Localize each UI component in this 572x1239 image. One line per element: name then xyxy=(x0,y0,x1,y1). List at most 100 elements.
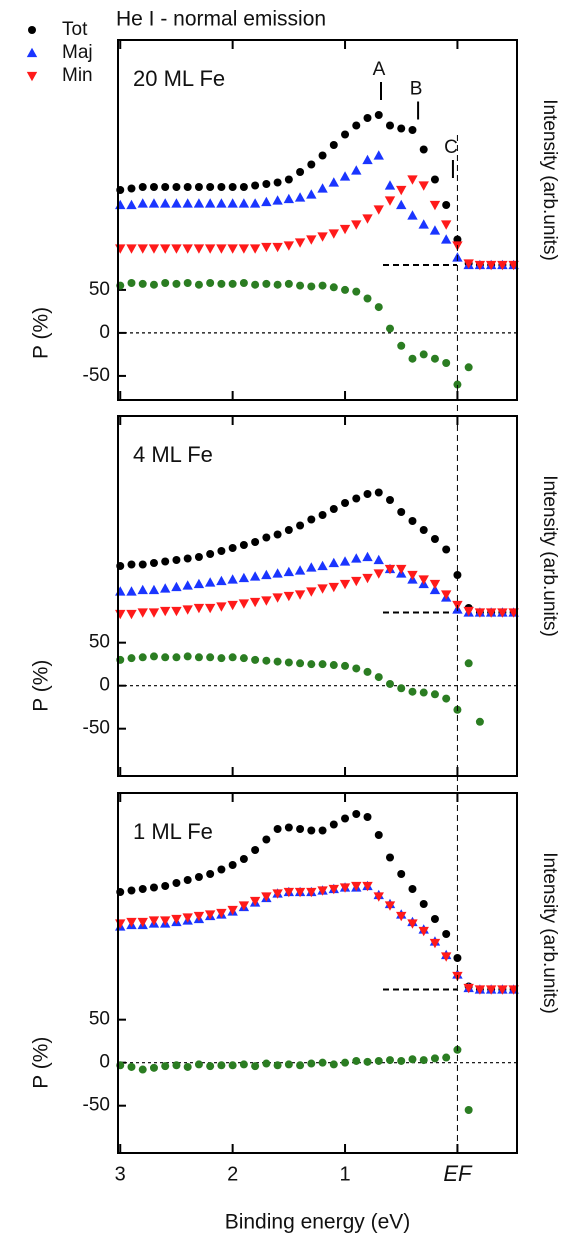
data-point xyxy=(239,183,248,191)
data-point xyxy=(182,198,193,208)
data-point xyxy=(485,260,497,271)
data-point xyxy=(273,825,282,833)
data-point xyxy=(283,887,295,898)
data-point xyxy=(283,241,295,251)
data-point xyxy=(440,590,452,600)
annotation: C xyxy=(444,137,458,158)
data-point xyxy=(194,653,203,662)
data-point xyxy=(148,198,160,208)
data-point xyxy=(329,1060,338,1069)
data-point xyxy=(339,171,351,181)
data-point xyxy=(429,225,441,235)
y-axis-label: P (%) xyxy=(30,660,53,712)
data-point xyxy=(217,865,226,874)
data-point xyxy=(296,659,305,668)
data-point xyxy=(419,900,428,908)
data-point xyxy=(183,279,192,288)
data-point xyxy=(352,494,361,503)
data-point xyxy=(351,881,362,892)
data-point xyxy=(204,910,216,920)
data-point xyxy=(204,198,216,208)
data-point xyxy=(160,916,171,926)
data-point xyxy=(228,183,237,191)
data-point xyxy=(430,535,439,543)
data-point xyxy=(149,559,158,567)
data-point xyxy=(430,1054,439,1063)
data-point xyxy=(183,183,192,191)
y-tick-label: 0 xyxy=(99,1052,110,1073)
data-point xyxy=(329,820,338,829)
data-point xyxy=(397,508,406,516)
data-point xyxy=(272,242,283,253)
data-point xyxy=(407,919,418,929)
data-point xyxy=(374,488,383,497)
data-point xyxy=(126,244,137,254)
data-point xyxy=(273,530,282,539)
data-point xyxy=(318,281,327,290)
data-point xyxy=(317,886,328,896)
data-point xyxy=(160,198,171,208)
y-tick-label: 50 xyxy=(89,632,110,653)
data-point xyxy=(183,876,192,884)
data-point xyxy=(115,919,126,929)
data-point xyxy=(306,235,317,245)
data-point xyxy=(217,183,226,191)
data-point xyxy=(318,826,327,835)
panel-label: 20 ML Fe xyxy=(133,66,225,91)
data-point xyxy=(351,220,362,230)
data-point xyxy=(204,577,216,587)
data-point xyxy=(273,657,282,666)
data-point xyxy=(284,526,293,534)
data-point xyxy=(429,200,441,211)
data-point xyxy=(407,210,418,220)
data-point xyxy=(172,1061,181,1070)
data-point xyxy=(374,111,383,119)
data-point xyxy=(160,606,171,617)
data-point xyxy=(227,905,238,916)
data-point xyxy=(418,181,429,191)
data-point xyxy=(341,1058,350,1067)
data-point xyxy=(408,126,417,134)
data-point xyxy=(249,198,261,208)
data-point xyxy=(171,581,182,592)
data-point xyxy=(307,515,316,524)
plot-frame xyxy=(117,39,518,401)
data-point xyxy=(385,1056,394,1065)
data-point xyxy=(442,930,451,938)
data-point xyxy=(296,521,305,530)
data-point xyxy=(341,661,350,670)
data-point xyxy=(206,183,215,191)
data-point xyxy=(148,916,160,926)
data-point xyxy=(161,183,170,191)
data-point xyxy=(328,229,339,239)
legend-label: Maj xyxy=(62,42,93,63)
y-axis-label: P (%) xyxy=(30,1037,53,1089)
data-point xyxy=(138,279,147,288)
data-point xyxy=(127,184,136,193)
data-point xyxy=(374,1056,383,1065)
data-point xyxy=(161,882,170,890)
data-point xyxy=(374,303,383,312)
data-point xyxy=(160,583,171,593)
data-point xyxy=(172,653,181,662)
data-point xyxy=(396,185,407,196)
data-point xyxy=(407,570,418,581)
data-point xyxy=(363,1057,372,1066)
data-point xyxy=(238,901,250,911)
data-point xyxy=(262,1059,271,1068)
data-point xyxy=(341,130,350,139)
data-point xyxy=(463,983,474,994)
data-point xyxy=(284,1060,293,1069)
data-point xyxy=(160,244,171,254)
data-point xyxy=(262,835,271,844)
data-point xyxy=(352,287,361,296)
data-point xyxy=(238,599,250,609)
data-point xyxy=(296,168,305,176)
annotation: B xyxy=(410,79,423,100)
data-point xyxy=(149,183,158,191)
legend-label: Tot xyxy=(62,19,88,40)
data-point xyxy=(137,608,148,618)
y-axis-label: P (%) xyxy=(30,307,53,359)
data-point xyxy=(251,655,260,664)
